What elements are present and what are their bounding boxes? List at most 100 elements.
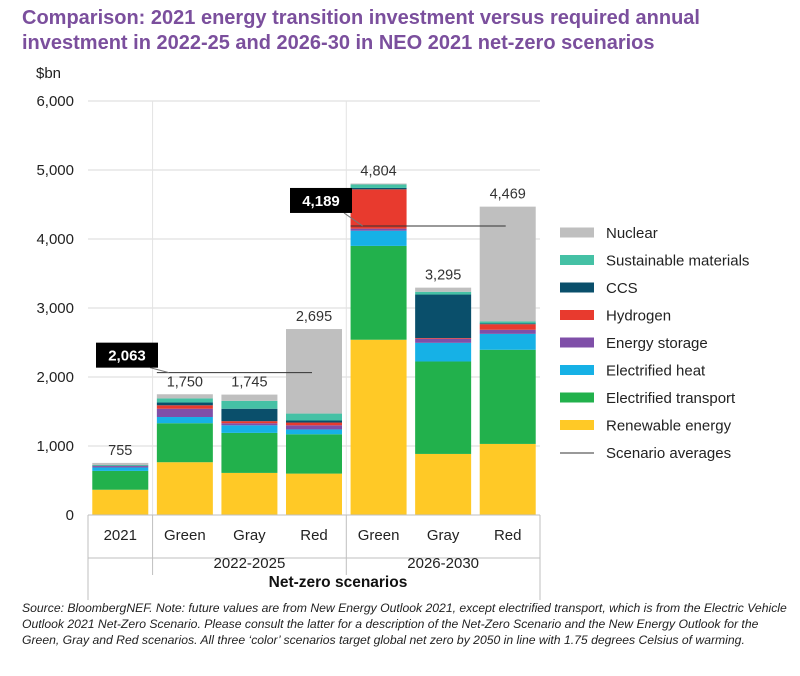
x-axis: Net-zero scenarios 2021 Green Gray Red Green… [87,514,541,600]
bar-segment [221,421,278,424]
scenario-average-label: 2,063 [108,348,146,365]
x-tick-label: 2021 [104,527,137,544]
bar-segment [286,420,342,423]
x-tick-label: Red [300,527,328,544]
x-group-label: 2022-2025 [214,555,286,572]
x-tick-label: Gray [233,527,266,544]
bar-segment [156,423,213,463]
bar-segment [221,472,278,515]
y-tick-label: 3,000 [36,300,74,317]
stacked-bar-chart: $bn 0 1,000 2,000 3,000 4,000 5,000 6,000 755 1… [36,65,749,600]
total-label: 3,295 [425,268,461,284]
bar-segment [156,408,213,418]
bar-segment [221,423,278,426]
bar-segment [286,425,342,430]
callout-leader [343,212,363,227]
scenario-average-callout [290,187,352,213]
bar-segment [350,183,407,185]
x-tick-label: Gray [427,527,460,544]
y-tick-label: 6,000 [36,93,74,110]
bar-segment [286,329,342,414]
y-axis: $bn 0 1,000 2,000 3,000 4,000 5,000 6,000 [36,65,74,524]
x-tick-label: Green [164,527,206,544]
bar-segment [92,464,149,466]
bar-segment [415,287,472,292]
bar-segment [350,187,407,190]
bar-segment [156,417,213,424]
bar-segment [92,467,149,471]
bar-segment [479,206,536,322]
bar-segment [221,394,278,401]
bar-segment [350,228,407,231]
source-note: Source: BloombergNEF. Note: future value… [22,601,787,647]
legend-label: Electrified transport [606,390,736,407]
bar-segment [156,462,213,515]
legend: Nuclear Sustainable materials CCS Hydrogen E… [560,225,749,462]
scenario-average-label: 4,189 [302,193,340,210]
bar-segment [92,470,149,490]
bar-segment [479,349,536,444]
bar-segment [479,329,536,334]
bar-segment [415,294,472,339]
bar-segment [415,291,472,295]
scenario-average-callout [96,342,158,368]
x-group-label: 2026-2030 [407,555,479,572]
bar-segment [221,400,278,409]
x-axis-label: Net-zero scenarios [269,574,408,591]
bar-segment [286,434,342,474]
bar-segment [415,338,472,339]
legend-swatch [560,392,594,403]
legend-label: Hydrogen [606,308,671,325]
bar-segment [415,342,472,362]
legend-swatch [560,420,594,430]
total-label: 1,750 [167,374,203,390]
legend-label: Energy storage [606,335,708,352]
bar-segment [92,489,149,515]
legend-swatch [560,365,594,375]
y-tick-label: 1,000 [36,438,74,455]
total-label: 755 [108,443,132,459]
total-label: 2,695 [296,309,332,325]
callout-leader [149,367,169,374]
bar-segment [350,339,407,515]
legend-swatch [560,282,594,293]
bar-segment [415,361,472,454]
bar-segment [479,324,536,330]
bar-segment [92,466,149,468]
bar-segment [221,432,278,473]
bar-segment [415,338,472,343]
legend-swatch [560,310,594,320]
legend-swatch [560,227,594,238]
y-tick-label: 5,000 [36,162,74,179]
y-tick-label: 0 [66,507,74,524]
legend-label: Sustainable materials [606,253,749,270]
bar-segment [92,462,149,465]
bar-segment [221,408,278,422]
chart-title: Comparison: 2021 energy transition inves… [22,7,700,54]
bar-segment [286,429,342,435]
y-tick-label: 2,000 [36,369,74,386]
legend-label: Scenario averages [606,445,731,462]
bar-segment [350,230,407,246]
legend-label: Electrified heat [606,363,706,380]
y-axis-label: $bn [36,65,61,82]
bar-segment [286,422,342,426]
bar-segment [156,405,213,409]
bar-segment [156,394,213,399]
bar-segment [415,453,472,515]
total-label: 4,804 [360,164,396,180]
scenario-averages: 2,063 4,189 [96,187,506,374]
bar-segment [156,402,213,406]
bar-segment [350,184,407,188]
total-label: 4,469 [490,187,526,203]
bar-segment [156,398,213,403]
bar-segment [286,413,342,421]
bar-segment [350,245,407,340]
legend-swatch [560,255,594,265]
legend-label: CCS [606,280,638,297]
legend-swatch [560,337,594,348]
legend-label: Renewable energy [606,418,732,435]
bar-segment [479,443,536,515]
legend-label: Nuclear [606,225,658,242]
total-label: 1,745 [231,375,267,391]
